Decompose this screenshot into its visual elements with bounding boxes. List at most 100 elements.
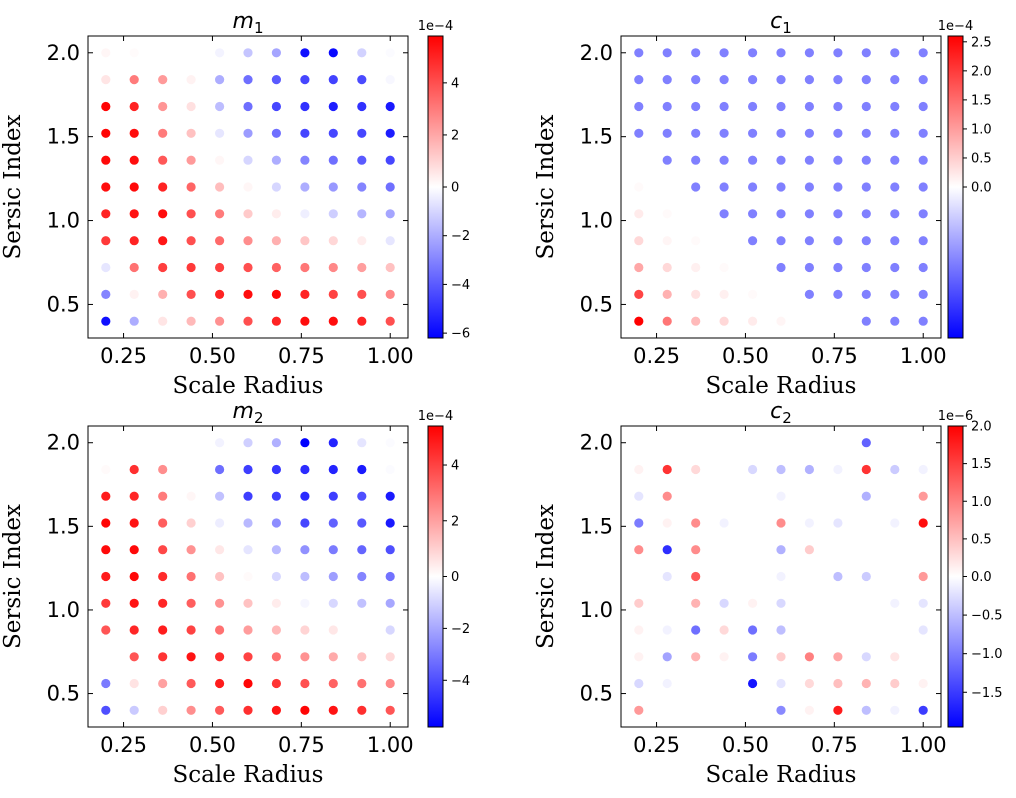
data-point	[804, 464, 815, 475]
x-tick-label: 0.25	[633, 733, 680, 757]
data-point	[186, 652, 196, 662]
data-point	[890, 75, 900, 85]
x-tick-label: 0.75	[811, 733, 858, 757]
data-point	[918, 75, 928, 85]
data-point	[158, 155, 168, 165]
data-point	[691, 262, 701, 273]
colorbar: 0.0 0.5 1.0 1.5 2.0 2.51e−4	[938, 19, 992, 339]
data-point	[833, 289, 843, 299]
data-point	[748, 155, 758, 165]
y-axis-label: Sersic Index	[533, 504, 559, 649]
colorbar-tick-label: 2	[451, 128, 459, 143]
data-point	[918, 464, 928, 475]
y-tick-label: 0.5	[580, 292, 613, 316]
data-point	[328, 289, 338, 299]
data-point	[918, 209, 928, 219]
x-axis-label: Scale Radius	[173, 762, 324, 788]
data-point	[748, 75, 758, 85]
data-point	[890, 571, 900, 582]
data-point	[634, 101, 644, 112]
data-point	[861, 464, 871, 475]
y-axis-label: Sersic Index	[533, 115, 559, 260]
data-point	[719, 128, 729, 138]
data-point	[215, 182, 225, 192]
data-point	[186, 705, 196, 715]
data-point	[186, 289, 196, 299]
data-point	[300, 571, 310, 582]
data-point	[186, 236, 196, 246]
x-tick-label: 0.50	[189, 733, 236, 757]
colorbar: −6 −4 −2 0 2 4 1e−4	[418, 19, 470, 342]
data-point	[833, 571, 843, 582]
data-point	[300, 209, 310, 219]
data-point	[890, 155, 900, 165]
data-point	[243, 155, 253, 165]
data-point	[662, 518, 672, 528]
data-point	[748, 518, 758, 528]
data-point	[158, 652, 168, 662]
data-point	[804, 209, 815, 219]
data-point	[662, 571, 672, 582]
data-point	[385, 598, 395, 608]
data-point	[271, 464, 281, 475]
data-point	[186, 48, 196, 58]
data-point	[357, 289, 367, 299]
data-point	[129, 236, 139, 246]
data-point	[129, 545, 139, 555]
y-tick-label: 0.5	[580, 682, 613, 706]
data-point	[918, 705, 928, 715]
data-point	[300, 182, 310, 192]
data-point	[776, 316, 786, 326]
data-point	[357, 705, 367, 715]
data-point	[748, 598, 758, 608]
data-point	[357, 101, 367, 112]
data-point	[662, 705, 672, 715]
data-point	[101, 262, 111, 273]
data-point	[748, 652, 758, 662]
data-point	[215, 464, 225, 475]
data-point	[861, 705, 871, 715]
data-point	[300, 101, 310, 112]
data-point	[129, 625, 139, 635]
y-tick-label: 0.5	[47, 292, 80, 316]
data-point	[271, 625, 281, 635]
data-point	[101, 236, 111, 246]
data-point	[186, 598, 196, 608]
data-point	[634, 182, 644, 192]
colorbar-tick-label: −4	[451, 674, 470, 689]
data-point	[101, 48, 111, 58]
data-point	[719, 209, 729, 219]
data-point	[271, 316, 281, 326]
data-point	[662, 289, 672, 299]
data-point	[271, 155, 281, 165]
data-point	[385, 438, 395, 448]
data-point	[804, 438, 815, 448]
data-point	[691, 75, 701, 85]
data-point	[328, 262, 338, 273]
data-point	[328, 182, 338, 192]
data-point	[271, 678, 281, 689]
data-point	[328, 598, 338, 608]
data-point	[357, 236, 367, 246]
data-point	[833, 545, 843, 555]
data-point	[357, 678, 367, 689]
data-point	[804, 625, 815, 635]
data-point	[719, 316, 729, 326]
data-point	[918, 155, 928, 165]
data-point	[215, 652, 225, 662]
data-point	[357, 625, 367, 635]
data-point	[271, 598, 281, 608]
data-point	[215, 316, 225, 326]
data-point	[101, 289, 111, 299]
x-tick-label: 0.25	[633, 344, 680, 368]
data-point	[776, 518, 786, 528]
x-axis-label: Scale Radius	[706, 762, 857, 788]
data-point	[691, 48, 701, 58]
data-point	[634, 128, 644, 138]
data-point	[101, 101, 111, 112]
data-point	[776, 705, 786, 715]
data-point	[776, 491, 786, 501]
data-point	[918, 236, 928, 246]
data-point	[243, 571, 253, 582]
data-point	[691, 598, 701, 608]
